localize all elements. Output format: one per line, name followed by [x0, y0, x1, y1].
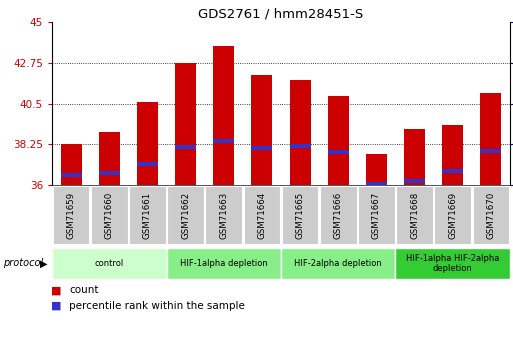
- Bar: [289, 80, 310, 185]
- Text: HIF-1alpha depletion: HIF-1alpha depletion: [180, 259, 268, 268]
- Bar: [404, 179, 425, 184]
- FancyBboxPatch shape: [435, 186, 471, 244]
- FancyBboxPatch shape: [52, 248, 167, 279]
- Text: HIF-1alpha HIF-2alpha
depletion: HIF-1alpha HIF-2alpha depletion: [406, 254, 500, 273]
- Text: GSM71668: GSM71668: [410, 191, 419, 239]
- Bar: [442, 125, 463, 185]
- Text: control: control: [94, 259, 124, 268]
- FancyBboxPatch shape: [396, 186, 433, 244]
- FancyBboxPatch shape: [205, 186, 242, 244]
- FancyBboxPatch shape: [320, 186, 357, 244]
- Bar: [175, 63, 196, 185]
- FancyBboxPatch shape: [244, 186, 280, 244]
- Bar: [99, 171, 120, 175]
- Bar: [251, 146, 272, 150]
- Text: GSM71667: GSM71667: [372, 191, 381, 239]
- FancyBboxPatch shape: [91, 186, 128, 244]
- Text: GSM71664: GSM71664: [258, 191, 266, 239]
- FancyBboxPatch shape: [129, 186, 166, 244]
- FancyBboxPatch shape: [282, 186, 319, 244]
- FancyBboxPatch shape: [167, 248, 281, 279]
- Bar: [251, 75, 272, 185]
- Bar: [442, 169, 463, 174]
- FancyBboxPatch shape: [167, 186, 204, 244]
- Bar: [480, 93, 501, 185]
- Bar: [366, 154, 387, 185]
- Text: GSM71659: GSM71659: [67, 191, 75, 238]
- Bar: [137, 102, 158, 185]
- Bar: [404, 129, 425, 185]
- Bar: [99, 132, 120, 185]
- Text: GSM71663: GSM71663: [219, 191, 228, 239]
- Text: GSM71662: GSM71662: [181, 191, 190, 239]
- FancyBboxPatch shape: [358, 186, 394, 244]
- FancyBboxPatch shape: [53, 186, 89, 244]
- FancyBboxPatch shape: [396, 248, 510, 279]
- Text: GSM71665: GSM71665: [295, 191, 305, 239]
- Bar: [366, 182, 387, 186]
- Bar: [480, 149, 501, 152]
- Bar: [328, 96, 349, 185]
- Bar: [213, 46, 234, 185]
- Text: count: count: [69, 285, 99, 295]
- Bar: [328, 150, 349, 155]
- Bar: [61, 144, 82, 185]
- Bar: [61, 173, 82, 177]
- Bar: [213, 139, 234, 142]
- Text: percentile rank within the sample: percentile rank within the sample: [69, 301, 245, 311]
- Text: ■: ■: [51, 301, 62, 311]
- Text: ▶: ▶: [40, 258, 47, 268]
- Text: GSM71666: GSM71666: [334, 191, 343, 239]
- Text: HIF-2alpha depletion: HIF-2alpha depletion: [294, 259, 382, 268]
- Text: ■: ■: [51, 285, 62, 295]
- Title: GDS2761 / hmm28451-S: GDS2761 / hmm28451-S: [199, 8, 364, 21]
- Bar: [175, 145, 196, 149]
- FancyBboxPatch shape: [281, 248, 396, 279]
- Text: GSM71660: GSM71660: [105, 191, 114, 239]
- Bar: [137, 162, 158, 166]
- Text: GSM71669: GSM71669: [448, 191, 457, 238]
- Bar: [289, 144, 310, 148]
- FancyBboxPatch shape: [472, 186, 509, 244]
- Text: protocol: protocol: [3, 258, 43, 268]
- Text: GSM71661: GSM71661: [143, 191, 152, 239]
- Text: GSM71670: GSM71670: [486, 191, 496, 239]
